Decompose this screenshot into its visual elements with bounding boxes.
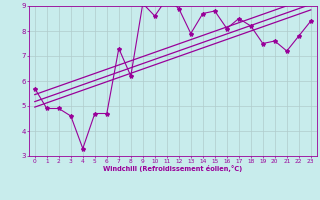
X-axis label: Windchill (Refroidissement éolien,°C): Windchill (Refroidissement éolien,°C) <box>103 165 243 172</box>
